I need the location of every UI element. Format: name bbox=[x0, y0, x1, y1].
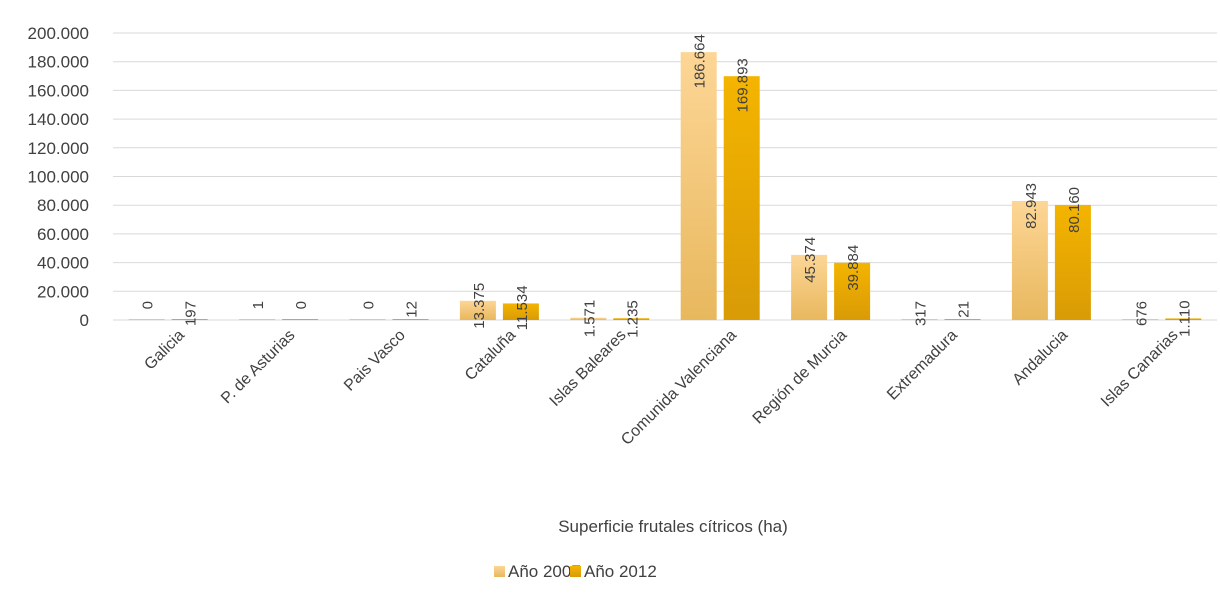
x-tick-label: Galicia bbox=[141, 327, 188, 374]
y-tick-label: 100.000 bbox=[28, 168, 89, 187]
y-tick-label: 60.000 bbox=[37, 225, 89, 244]
bar-ano-2012 bbox=[613, 318, 650, 320]
bar-ano-2007 bbox=[239, 319, 276, 320]
x-axis: Galicia P. de Asturias Pais Vasco Cataluña I… bbox=[141, 327, 1181, 449]
bar-ano-2007 bbox=[1011, 200, 1048, 320]
bar-ano-2007 bbox=[128, 319, 165, 320]
bar-ano-2012 bbox=[171, 319, 208, 320]
bar-ano-2007 bbox=[349, 319, 386, 320]
bar-ano-2012 bbox=[723, 76, 760, 320]
bar-ano-2012 bbox=[392, 319, 429, 320]
x-axis-title: Superficie frutales cítricos (ha) bbox=[558, 517, 788, 536]
y-tick-label: 180.000 bbox=[28, 53, 89, 72]
y-tick-label: 120.000 bbox=[28, 139, 89, 158]
x-tick-label: Islas Baleares bbox=[547, 327, 630, 410]
data-labels: 0 197 1 0 0 12 13.375 11.534 1.571 1.235 186.664 16… bbox=[140, 34, 1194, 338]
data-label: 0 bbox=[361, 301, 378, 309]
data-label: 0 bbox=[140, 301, 157, 309]
data-label: 1 bbox=[250, 301, 267, 309]
y-tick-label: 140.000 bbox=[28, 110, 89, 129]
x-tick-label: Región de Murcia bbox=[750, 327, 851, 428]
data-label: 1.110 bbox=[1176, 300, 1193, 336]
data-label: 45.374 bbox=[802, 237, 819, 283]
bar-ano-2007 bbox=[459, 300, 496, 320]
y-tick-label: 40.000 bbox=[37, 254, 89, 273]
bar-ano-2007 bbox=[1122, 319, 1159, 320]
data-label: 39.884 bbox=[845, 245, 862, 291]
data-label: 676 bbox=[1133, 301, 1150, 326]
bar-ano-2007 bbox=[901, 319, 938, 320]
data-label: 1.235 bbox=[624, 300, 641, 338]
bar-ano-2012 bbox=[502, 303, 539, 320]
bar-ano-2007 bbox=[791, 254, 828, 320]
bar-ano-2012 bbox=[1165, 318, 1202, 320]
data-label: 82.943 bbox=[1023, 183, 1040, 229]
y-tick-label: 20.000 bbox=[37, 282, 89, 301]
x-tick-label: Islas Canarias bbox=[1098, 327, 1182, 411]
data-label: 12 bbox=[404, 301, 421, 318]
data-label: 186.664 bbox=[692, 34, 709, 88]
data-label: 80.160 bbox=[1066, 187, 1083, 233]
data-label: 317 bbox=[913, 301, 930, 326]
bar-ano-2007 bbox=[680, 52, 717, 321]
data-label: 11.534 bbox=[514, 285, 531, 330]
legend: Año 2007 Año 2012 bbox=[494, 562, 657, 581]
x-tick-label: Andalucia bbox=[1010, 327, 1072, 389]
data-label: 169.893 bbox=[735, 58, 752, 112]
legend-label: Año 2007 bbox=[508, 562, 581, 581]
x-tick-label: Cataluña bbox=[462, 327, 519, 384]
y-tick-label: 200.000 bbox=[28, 24, 89, 43]
legend-swatch bbox=[570, 566, 581, 577]
data-label: 21 bbox=[956, 301, 973, 318]
legend-swatch bbox=[494, 566, 505, 577]
x-tick-label: Extremadura bbox=[884, 327, 961, 404]
x-tick-label: P. de Asturias bbox=[218, 327, 298, 407]
y-axis: 0 20.000 40.000 60.000 80.000 100.000 120.000 1… bbox=[28, 24, 89, 330]
bar-ano-2012 bbox=[834, 262, 871, 320]
legend-label: Año 2012 bbox=[584, 562, 657, 581]
data-label: 1.571 bbox=[581, 300, 598, 338]
x-tick-label: Pais Vasco bbox=[341, 327, 409, 395]
data-label: 13.375 bbox=[471, 283, 488, 329]
x-tick-label: Comunida Valenciana bbox=[618, 327, 740, 449]
gridlines bbox=[113, 32, 1217, 321]
bar-ano-2012 bbox=[944, 319, 981, 320]
bar-ano-2012 bbox=[282, 319, 319, 320]
y-tick-label: 160.000 bbox=[28, 81, 89, 100]
data-label: 0 bbox=[293, 301, 310, 309]
bars bbox=[128, 52, 1202, 321]
data-label: 197 bbox=[183, 301, 200, 326]
bar-ano-2012 bbox=[1054, 204, 1091, 320]
y-tick-label: 80.000 bbox=[37, 196, 89, 215]
bar-ano-2007 bbox=[570, 317, 607, 320]
y-tick-label: 0 bbox=[80, 311, 89, 330]
